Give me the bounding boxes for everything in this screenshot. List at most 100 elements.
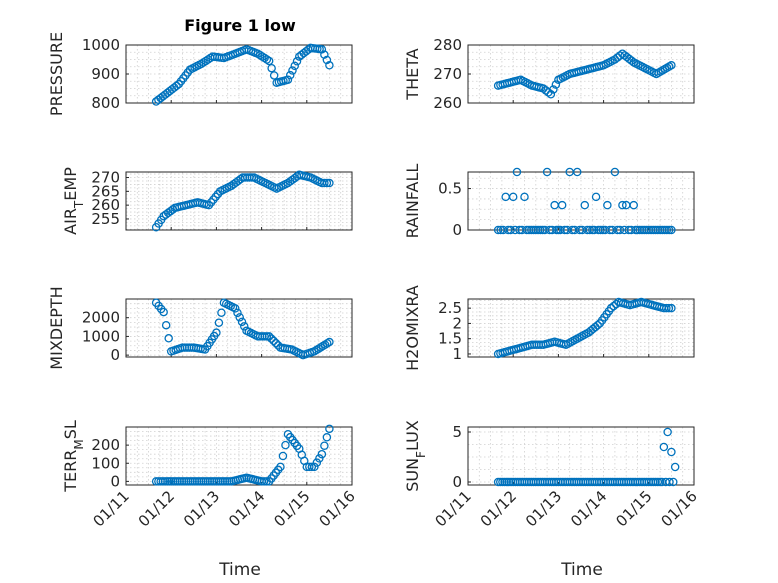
data-point (318, 341, 328, 351)
data-point (267, 63, 276, 73)
x-axis-label-left: Time (218, 560, 261, 580)
y-tick-label: 2 (452, 314, 462, 332)
data-point (659, 442, 669, 452)
subplot-theta: 260 270 280 THETA (403, 36, 695, 112)
data-point (273, 341, 283, 350)
x-tick-label: 01/13 (180, 487, 223, 530)
data-point (320, 50, 329, 59)
data-point (214, 318, 224, 327)
data-point (325, 61, 334, 70)
y-axis-label: THETA (403, 48, 422, 100)
data-point (305, 462, 314, 472)
x-tick-label: 01/11 (90, 487, 133, 530)
data-point (276, 462, 285, 472)
data-point (320, 441, 329, 450)
data-point (259, 477, 269, 486)
data-point (283, 75, 293, 85)
data-point (212, 328, 221, 337)
data-point (626, 225, 636, 235)
y-tick-label: 5 (452, 423, 462, 441)
data-point (557, 200, 567, 210)
y-tick-label: 0 (452, 473, 462, 491)
data-point (512, 167, 522, 177)
data-point (310, 347, 319, 356)
data-point (591, 192, 601, 202)
data-point (615, 225, 625, 235)
data-point (593, 321, 602, 330)
data-point (312, 345, 321, 355)
subplot-pressure: 800 900 1000 PRESSURE (47, 32, 353, 116)
y-tick-label: 0.5 (438, 180, 462, 198)
y-axis-label: AIRTEMP (61, 167, 86, 235)
data-point (665, 477, 674, 487)
data-point (662, 225, 672, 235)
data-point (262, 55, 272, 64)
data-point (667, 61, 676, 70)
data-point (506, 225, 515, 235)
figure-title: Figure 1 low (184, 16, 296, 35)
y-tick-label: 1 (452, 345, 462, 363)
data-point (663, 427, 672, 437)
x-tick-label: 01/13 (522, 487, 565, 530)
data-point (606, 303, 616, 313)
data-point (610, 167, 620, 177)
data-point (550, 200, 559, 210)
data-point (589, 225, 599, 235)
data-point (267, 334, 276, 343)
data-point (662, 303, 671, 313)
data-point (235, 313, 245, 322)
data-point (278, 451, 288, 461)
y-tick-label: 100 (91, 454, 120, 472)
x-tick-label: 01/15 (612, 487, 655, 530)
y-axis-label: SUNFLUX (403, 420, 428, 492)
y-tick-label: 0 (110, 472, 120, 490)
data-point (325, 178, 334, 188)
y-axis-label: MIXDEPTH (47, 286, 66, 369)
data-point (667, 225, 676, 235)
subplot-rainfall: 0 0.5 RAINFALL (403, 164, 695, 239)
data-point (240, 322, 249, 331)
data-point (271, 338, 281, 348)
data-point (501, 192, 510, 202)
data-point (551, 80, 561, 89)
subplot-h2omixra: 11.522.5 H2OMIXRA (403, 285, 695, 371)
data-point (217, 308, 226, 317)
y-tick-label: 1000 (82, 327, 120, 345)
axes-box (125, 298, 353, 358)
data-point (580, 200, 590, 210)
data-point (322, 433, 332, 442)
y-tick-label: 900 (91, 65, 120, 83)
data-point (315, 454, 324, 463)
data-point (164, 334, 173, 343)
x-tick-label: 01/14 (567, 487, 610, 530)
y-tick-label: 265 (91, 182, 120, 200)
y-tick-label: 260 (91, 196, 120, 214)
data-point (233, 308, 242, 318)
x-tick-label: 01/12 (135, 487, 178, 530)
data-point (161, 320, 171, 330)
data-point (664, 303, 674, 313)
data-point (596, 225, 605, 235)
data-point (653, 477, 663, 487)
x-tick-label: 01/12 (477, 487, 520, 530)
y-tick-label: 255 (91, 210, 120, 228)
data-point (508, 192, 518, 202)
data-point (536, 225, 545, 235)
data-point (310, 462, 319, 472)
y-tick-label: 0 (110, 346, 120, 364)
data-point (317, 449, 327, 459)
data-point (317, 45, 327, 54)
y-tick-label: 800 (91, 94, 120, 112)
data-point (549, 85, 558, 94)
data-point (618, 200, 627, 210)
data-point (664, 225, 674, 235)
x-tick-label: 01/16 (658, 487, 701, 530)
y-tick-label: 1.5 (438, 330, 462, 348)
data-point (237, 317, 247, 327)
y-axis-label: TERRMSL (61, 420, 86, 493)
data-point (572, 167, 582, 177)
y-axis-label: PRESSURE (47, 32, 66, 116)
